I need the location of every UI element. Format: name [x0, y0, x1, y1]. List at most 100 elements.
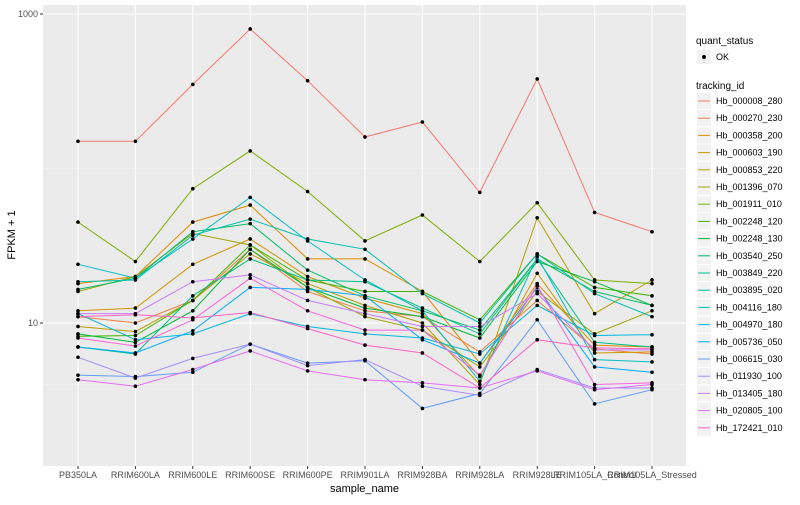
data-point — [76, 314, 80, 319]
x-tick-label: RRIM600LA — [111, 470, 160, 480]
data-point — [248, 285, 252, 290]
data-point — [592, 402, 597, 406]
data-point — [133, 340, 138, 345]
data-point — [248, 237, 252, 241]
data-point — [363, 303, 367, 308]
data-point — [76, 332, 80, 336]
data-point — [363, 257, 367, 261]
legend-label-hb_002248_120: Hb_002248_120 — [716, 216, 783, 226]
data-point — [248, 195, 252, 200]
data-point — [650, 370, 654, 375]
data-point — [191, 370, 195, 375]
data-point — [191, 237, 195, 241]
data-point — [76, 377, 80, 382]
data-point — [592, 333, 597, 338]
data-point — [363, 294, 367, 298]
data-point — [305, 278, 310, 282]
data-point — [478, 317, 482, 322]
x-tick-label: RRIM928LE — [513, 470, 562, 480]
legend-label-hb_001911_010: Hb_001911_010 — [716, 199, 782, 209]
data-point — [305, 326, 310, 331]
legend-label-hb_172421_010: Hb_172421_010 — [716, 423, 783, 433]
data-point — [76, 279, 80, 284]
data-point — [650, 294, 654, 298]
data-point — [133, 344, 138, 348]
data-point — [535, 283, 539, 288]
data-point — [592, 285, 597, 290]
data-point — [420, 324, 425, 329]
series-hb_005736_050 — [76, 285, 654, 375]
data-point — [305, 363, 310, 368]
y-tick-label: 1000 — [18, 9, 38, 19]
data-point — [420, 306, 425, 310]
data-point — [478, 259, 482, 264]
data-point — [76, 324, 80, 329]
data-point — [363, 311, 367, 316]
data-point — [191, 279, 195, 284]
data-point — [76, 355, 80, 360]
data-point — [363, 328, 367, 332]
data-point — [305, 257, 310, 261]
data-point — [133, 329, 138, 334]
data-point — [191, 82, 195, 87]
data-point — [592, 382, 597, 387]
data-point — [363, 343, 367, 347]
series-hb_001911_010 — [76, 149, 654, 286]
data-point — [535, 200, 539, 205]
data-point — [248, 149, 252, 153]
data-point — [592, 311, 597, 316]
data-point — [420, 120, 425, 124]
legend-label-hb_000270_230: Hb_000270_230 — [716, 113, 783, 123]
data-point — [535, 215, 539, 220]
data-point — [76, 287, 80, 292]
legend-key-point — [702, 55, 706, 59]
x-tick-label: RRIM928LA — [455, 470, 504, 480]
data-point — [191, 332, 195, 336]
data-point — [76, 220, 80, 224]
series-hb_004116_180 — [76, 195, 654, 384]
data-point — [420, 381, 425, 385]
data-point — [420, 213, 425, 217]
data-point — [650, 281, 654, 286]
legend-label-hb_003849_220: Hb_003849_220 — [716, 268, 783, 278]
data-point — [363, 377, 367, 382]
data-point — [305, 239, 310, 243]
data-point — [191, 367, 195, 372]
data-point — [420, 311, 425, 316]
x-tick-label: RRIM105LA_Control — [553, 470, 636, 480]
data-point — [248, 203, 252, 207]
data-point — [650, 381, 654, 385]
data-point — [478, 190, 482, 195]
data-point — [191, 233, 195, 238]
data-point — [478, 324, 482, 329]
data-point — [248, 310, 252, 315]
data-point — [535, 337, 539, 342]
data-point — [535, 369, 539, 373]
x-axis-title: sample_name — [330, 483, 399, 495]
y-axis: 10 1000 — [18, 9, 43, 328]
data-point — [191, 298, 195, 303]
legend-title-quant-status: quant_status — [696, 36, 753, 47]
data-point — [133, 376, 138, 380]
legend-label-hb_020805_100: Hb_020805_100 — [716, 406, 783, 416]
legend-label-hb_000358_200: Hb_000358_200 — [716, 130, 783, 140]
data-point — [420, 321, 425, 325]
data-point — [478, 332, 482, 336]
series-hb_013405_180 — [76, 273, 654, 352]
data-point — [363, 332, 367, 336]
legend-label-hb_005736_050: Hb_005736_050 — [716, 337, 783, 347]
data-point — [191, 186, 195, 191]
legend-label-hb_004116_180: Hb_004116_180 — [716, 302, 782, 312]
data-point — [420, 337, 425, 342]
data-point — [305, 287, 310, 292]
data-point — [650, 347, 654, 351]
data-point — [650, 386, 654, 390]
data-point — [191, 316, 195, 320]
data-point — [305, 281, 310, 286]
data-point — [305, 369, 310, 373]
data-point — [420, 384, 425, 389]
data-point — [76, 139, 80, 144]
data-point — [305, 298, 310, 303]
